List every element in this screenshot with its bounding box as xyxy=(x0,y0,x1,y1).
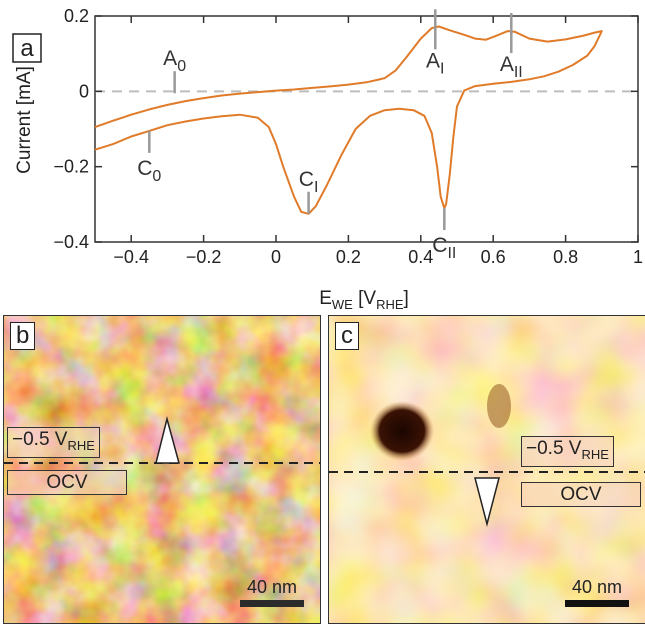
y-tick-label: 0 xyxy=(79,81,89,101)
afm-texture-b xyxy=(4,316,320,623)
scale-text-c: 40 nm xyxy=(571,577,623,597)
svg-text:CI: CI xyxy=(299,168,319,196)
afm-image-c: c −0.5 VRHE OCV 40 nm xyxy=(328,315,645,624)
plot-border xyxy=(94,15,639,243)
potential-label-c: −0.5 VRHE xyxy=(521,436,614,467)
scale-bar-c: 40 nm xyxy=(565,577,629,607)
y-tick-label: 0.2 xyxy=(64,6,89,26)
panel-label-c: c xyxy=(335,322,359,350)
svg-text:AI: AI xyxy=(426,49,444,77)
afm-image-b: b −0.5 VRHE OCV 40 nm xyxy=(3,315,321,624)
axis-labels: Current [mA] EWE [VRHE] xyxy=(14,66,409,312)
svg-text:CII: CII xyxy=(432,234,456,262)
x-axis-label: EWE [VRHE] xyxy=(319,288,409,312)
potential-label-b: −0.5 VRHE xyxy=(7,427,100,458)
y-tick-label: −0.2 xyxy=(53,157,89,177)
annotation-ci: CI xyxy=(299,168,319,214)
scale-text-b: 40 nm xyxy=(246,577,298,597)
ocv-label-c: OCV xyxy=(521,482,641,507)
annotation-ai: AI xyxy=(426,9,445,77)
x-tick-label: −0.2 xyxy=(186,247,222,267)
x-tick-label: −0.4 xyxy=(113,247,149,267)
afm-texture-c xyxy=(329,316,645,623)
y-axis-label: Current [mA] xyxy=(14,66,35,174)
svg-text:a: a xyxy=(20,35,34,62)
cv-chart: −0.4 −0.2 0 0.2 0.4 0.6 0.8 1−0.4−0.200.2 A0 AI A… xyxy=(12,6,643,312)
marker-triangle-down xyxy=(474,477,500,527)
annotation-a0: A0 xyxy=(163,47,186,94)
plot-frame xyxy=(94,15,639,243)
x-tick-label: 1 xyxy=(633,247,643,267)
svg-text:C0: C0 xyxy=(137,157,161,185)
panel-label-b: b xyxy=(10,322,36,350)
x-tick-label: 0 xyxy=(271,247,281,267)
cv-curve xyxy=(94,25,603,215)
annotation-c0: C0 xyxy=(137,130,161,185)
x-tick-label: 0.2 xyxy=(336,247,361,267)
axis-ticks: −0.4 −0.2 0 0.2 0.4 0.6 0.8 1 −0.4 −0.2 0 0.2 xyxy=(53,6,643,267)
panel-label-a: a xyxy=(12,33,42,63)
x-tick-label: 0.6 xyxy=(481,247,506,267)
cv-series-line xyxy=(94,25,603,215)
svg-text:AII: AII xyxy=(500,53,523,81)
x-tick-label: 0.8 xyxy=(553,247,578,267)
x-tick-label: 0.4 xyxy=(408,247,433,267)
marker-triangle-up xyxy=(155,416,180,464)
svg-text:A0: A0 xyxy=(163,47,186,75)
annotation-aii: AII xyxy=(500,13,523,81)
annotation-cii: CII xyxy=(432,208,456,262)
peak-annotations: A0 AI AII C0 CI CII xyxy=(137,9,523,262)
scale-bar-b: 40 nm xyxy=(240,577,304,607)
y-tick-label: −0.4 xyxy=(53,232,89,252)
ocv-label-b: OCV xyxy=(7,470,127,495)
